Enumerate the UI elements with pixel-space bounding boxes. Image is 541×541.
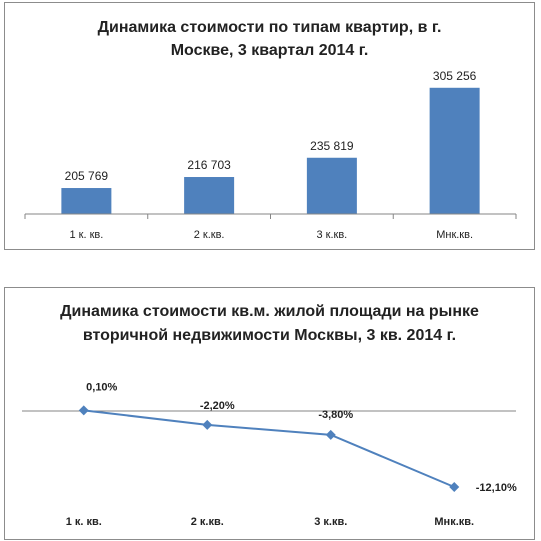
series-line bbox=[83, 409, 455, 488]
data-value-label: 0,10% bbox=[86, 381, 117, 393]
bar-chart-plot: 205 769 1 к. кв. 216 703 2 к.кв. 235 819 3 к.… bbox=[24, 69, 517, 241]
x-tick-label: 2 к.кв. bbox=[194, 229, 225, 241]
bar-chart-title: Динамика стоимости по типам квартир, в г… bbox=[97, 19, 442, 59]
line-chart-panel: Динамика стоимости кв.м. жилой площади н… bbox=[4, 287, 535, 540]
x-tick-label: 1 к. кв. bbox=[69, 229, 103, 241]
x-tick-label: Мнк.кв. bbox=[434, 516, 474, 528]
bar-value-label: 235 819 bbox=[310, 139, 354, 153]
data-point-marker bbox=[449, 482, 460, 492]
data-point-marker bbox=[325, 429, 336, 440]
x-tick-label: 1 к. кв. bbox=[66, 516, 102, 528]
line-chart-title: Динамика стоимости кв.м. жилой площади н… bbox=[60, 303, 479, 344]
x-tick-label: 2 к.кв. bbox=[191, 516, 224, 528]
bar bbox=[429, 87, 480, 214]
x-tick-label: Мнк.кв. bbox=[436, 229, 473, 241]
bar-value-label: 216 703 bbox=[187, 158, 231, 172]
bar-value-label: 205 769 bbox=[65, 169, 109, 183]
line-chart-plot: 0,10% 1 к. кв. -2,20% 2 к.кв. -3,80% 3 к.кв. -… bbox=[22, 381, 517, 528]
data-point-marker bbox=[78, 405, 89, 416]
bar bbox=[184, 177, 235, 214]
data-point-marker bbox=[202, 419, 213, 430]
x-tick-label: 3 к.кв. bbox=[316, 229, 347, 241]
bar-value-label: 305 256 bbox=[433, 69, 477, 83]
data-value-label: -3,80% bbox=[318, 409, 353, 421]
data-value-label: -2,20% bbox=[200, 400, 235, 412]
bar-chart-panel: Динамика стоимости по типам квартир, в г… bbox=[4, 2, 535, 250]
data-value-label: -12,10% bbox=[476, 482, 517, 494]
bar bbox=[306, 157, 357, 214]
bar bbox=[61, 188, 112, 214]
x-tick-label: 3 к.кв. bbox=[314, 516, 347, 528]
